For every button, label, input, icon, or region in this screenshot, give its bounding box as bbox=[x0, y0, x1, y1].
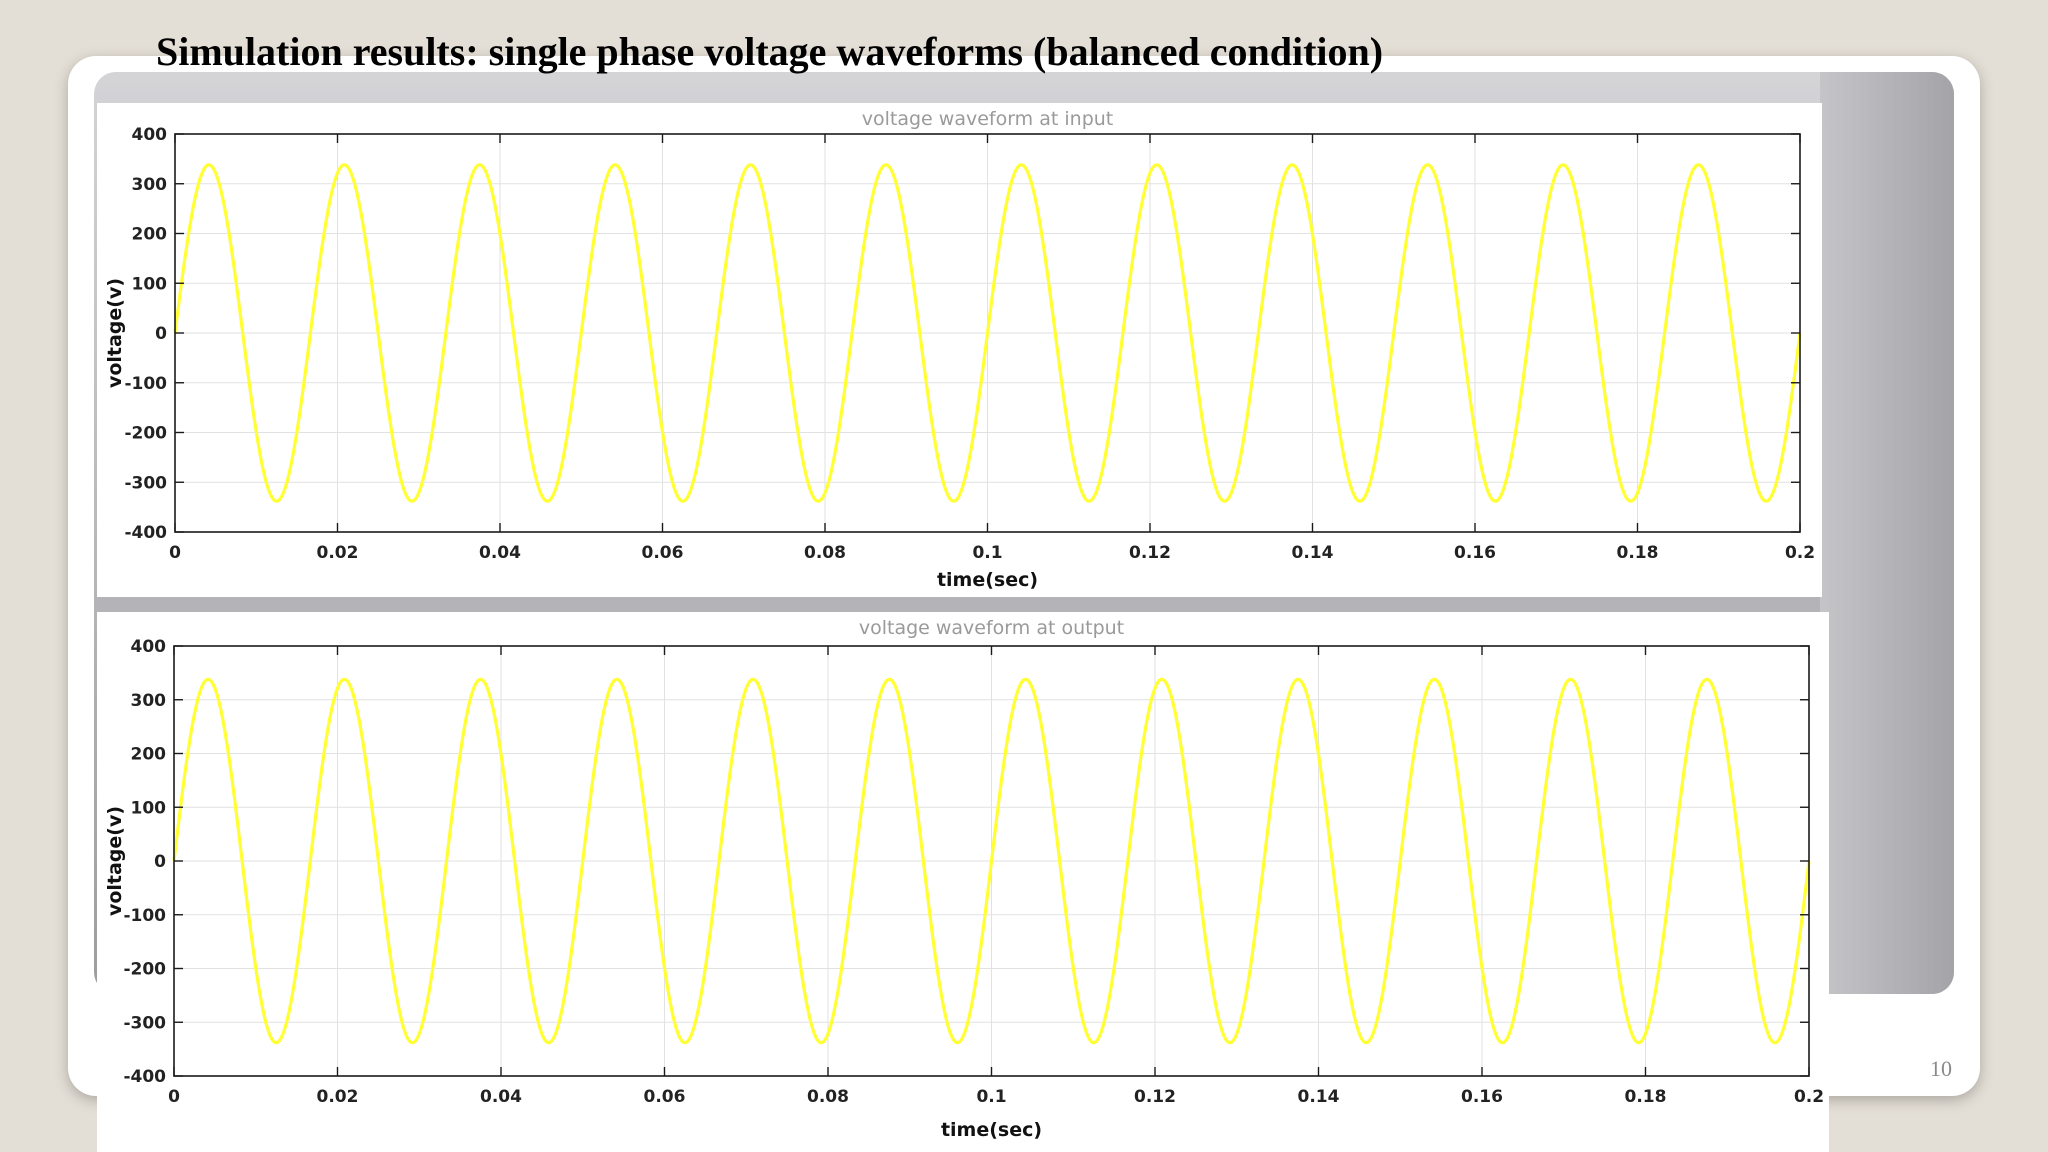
x-tick-label: 0.1 bbox=[976, 1087, 1006, 1107]
y-tick-label: 400 bbox=[132, 125, 168, 145]
y-tick-label: -300 bbox=[123, 1013, 166, 1033]
x-tick-label: 0.08 bbox=[804, 543, 846, 563]
x-tick-label: 0.02 bbox=[317, 1087, 359, 1107]
x-tick-label: 0.2 bbox=[1785, 543, 1815, 563]
y-axis-label: voltage(v) bbox=[104, 806, 126, 916]
y-tick-label: 200 bbox=[132, 225, 168, 245]
x-tick-label: 0.12 bbox=[1129, 543, 1171, 563]
x-tick-label: 0.16 bbox=[1454, 543, 1496, 563]
x-tick-label: 0.18 bbox=[1625, 1087, 1667, 1107]
x-tick-label: 0.06 bbox=[642, 543, 684, 563]
x-tick-label: 0.16 bbox=[1461, 1087, 1503, 1107]
x-tick-label: 0 bbox=[168, 1087, 180, 1107]
x-tick-label: 0.04 bbox=[479, 543, 521, 563]
y-tick-label: 400 bbox=[131, 637, 167, 657]
x-tick-label: 0 bbox=[169, 543, 181, 563]
y-tick-label: 200 bbox=[131, 745, 167, 765]
y-axis-label: voltage(v) bbox=[104, 278, 126, 388]
x-tick-label: 0.1 bbox=[972, 543, 1002, 563]
y-tick-label: 300 bbox=[131, 691, 167, 711]
voltage-waveform-line bbox=[172, 677, 1811, 1045]
y-tick-label: 100 bbox=[131, 798, 167, 818]
x-tick-label: 0.14 bbox=[1292, 543, 1334, 563]
y-tick-label: -200 bbox=[123, 960, 166, 980]
x-tick-label: 0.2 bbox=[1794, 1087, 1824, 1107]
y-tick-label: 0 bbox=[154, 852, 166, 872]
x-tick-label: 0.08 bbox=[807, 1087, 849, 1107]
voltage-waveform-line bbox=[173, 163, 1802, 503]
y-tick-label: -300 bbox=[124, 473, 167, 493]
input-voltage-figure: voltage waveform at input 0 0.02 0.04 0.06 0.… bbox=[97, 103, 1822, 597]
x-tick-label: 0.04 bbox=[480, 1087, 522, 1107]
y-tick-label: -200 bbox=[124, 424, 167, 444]
chart-title: voltage waveform at output bbox=[859, 617, 1124, 639]
y-tick-label: -400 bbox=[123, 1067, 166, 1087]
x-tick-label: 0.18 bbox=[1617, 543, 1659, 563]
x-tick-label: 0.02 bbox=[317, 543, 359, 563]
page-number: 10 bbox=[1930, 1056, 1952, 1081]
y-tick-label: 100 bbox=[132, 274, 168, 294]
output-voltage-figure: voltage waveform at output 0 0.02 0.04 0.06 0… bbox=[97, 612, 1829, 1152]
slide-title: Simulation results: single phase voltage… bbox=[156, 29, 1384, 74]
chart-title: voltage waveform at input bbox=[862, 108, 1114, 130]
x-tick-label: 0.12 bbox=[1134, 1087, 1176, 1107]
y-tick-label: 0 bbox=[155, 324, 167, 344]
x-tick-label: 0.14 bbox=[1298, 1087, 1340, 1107]
y-tick-label: -100 bbox=[124, 374, 167, 394]
input-voltage-chart: voltage waveform at input 0 0.02 0.04 0.06 0.… bbox=[104, 108, 1815, 591]
x-axis-label: time(sec) bbox=[941, 1119, 1042, 1141]
output-voltage-chart: voltage waveform at output 0 0.02 0.04 0.06 0… bbox=[104, 617, 1824, 1141]
x-tick-label: 0.06 bbox=[644, 1087, 686, 1107]
y-tick-label: -100 bbox=[123, 906, 166, 926]
slide-background-panel-edge bbox=[1820, 72, 1954, 994]
y-tick-label: 300 bbox=[132, 175, 168, 195]
y-tick-label: -400 bbox=[124, 523, 167, 543]
x-axis-label: time(sec) bbox=[937, 569, 1038, 591]
